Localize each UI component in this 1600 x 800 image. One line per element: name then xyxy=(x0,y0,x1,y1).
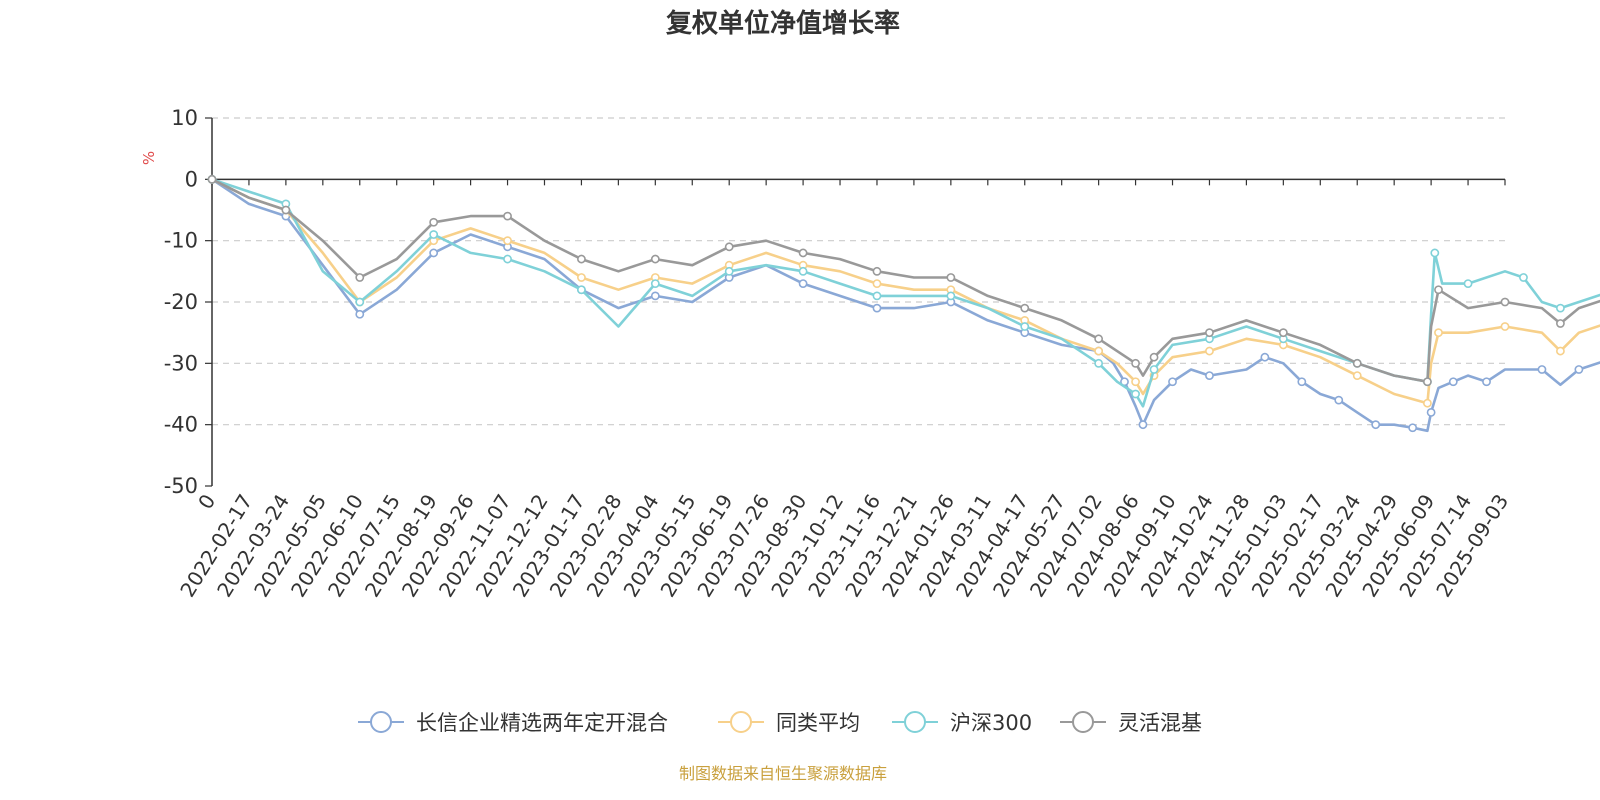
data-point[interactable] xyxy=(1020,303,1030,313)
data-point[interactable] xyxy=(1434,328,1443,338)
data-point[interactable] xyxy=(1094,346,1104,356)
data-point[interactable] xyxy=(1334,395,1344,405)
data-point[interactable] xyxy=(1352,358,1362,368)
data-point[interactable] xyxy=(946,273,956,282)
y-tick-label: -30 xyxy=(164,351,198,375)
y-axis-unit: % xyxy=(140,151,158,165)
legend-label: 沪深300 xyxy=(950,711,1032,735)
y-tick-label: 0 xyxy=(185,167,198,191)
x-tick-label: 0 xyxy=(193,490,220,514)
data-point[interactable] xyxy=(355,309,365,319)
chart-title: 复权单位净值增长率 xyxy=(666,8,900,39)
data-point[interactable] xyxy=(503,236,512,246)
data-point[interactable] xyxy=(1519,273,1528,282)
data-point[interactable] xyxy=(1430,248,1440,258)
data-point[interactable] xyxy=(503,254,512,264)
data-point[interactable] xyxy=(872,303,882,313)
data-point[interactable] xyxy=(650,279,660,288)
data-point[interactable] xyxy=(1131,358,1140,368)
data-point[interactable] xyxy=(1482,377,1491,387)
data-point[interactable] xyxy=(650,291,660,301)
data-point[interactable] xyxy=(1500,322,1510,331)
data-point[interactable] xyxy=(577,285,586,295)
data-point[interactable] xyxy=(355,297,365,307)
data-point[interactable] xyxy=(355,273,365,282)
data-point[interactable] xyxy=(1434,285,1443,295)
source-note: 制图数据来自恒生聚源数据库 xyxy=(679,764,887,783)
data-point[interactable] xyxy=(577,273,586,282)
legend-marker[interactable] xyxy=(730,711,752,733)
legend-label: 长信企业精选两年定开混合 xyxy=(416,711,668,735)
data-point[interactable] xyxy=(798,248,808,258)
data-point[interactable] xyxy=(207,174,217,184)
legend-label: 灵活混基 xyxy=(1118,711,1202,735)
data-point[interactable] xyxy=(1297,377,1307,387)
data-point[interactable] xyxy=(1149,352,1159,362)
data-point[interactable] xyxy=(577,254,586,264)
legend-label: 同类平均 xyxy=(776,711,860,735)
data-point[interactable] xyxy=(724,242,734,252)
series-line-4 xyxy=(211,178,1600,384)
data-point[interactable] xyxy=(281,205,291,215)
data-point[interactable] xyxy=(872,291,882,301)
data-point[interactable] xyxy=(872,279,882,288)
data-point[interactable] xyxy=(798,266,808,276)
data-point[interactable] xyxy=(872,266,882,276)
data-point[interactable] xyxy=(1260,352,1270,362)
data-point[interactable] xyxy=(1205,328,1214,338)
data-point[interactable] xyxy=(1463,279,1473,288)
data-point[interactable] xyxy=(1131,389,1140,399)
data-point[interactable] xyxy=(1131,377,1140,387)
y-tick-label: -20 xyxy=(164,290,198,314)
data-point[interactable] xyxy=(1205,346,1214,356)
data-point[interactable] xyxy=(1168,377,1177,387)
data-point[interactable] xyxy=(1556,303,1565,313)
data-point[interactable] xyxy=(1423,398,1432,408)
data-point[interactable] xyxy=(1094,358,1104,368)
y-tick-label: 10 xyxy=(171,106,198,130)
data-point[interactable] xyxy=(1278,328,1288,338)
data-point[interactable] xyxy=(1556,346,1565,356)
data-point[interactable] xyxy=(1500,297,1510,307)
series-line-1 xyxy=(211,178,1600,433)
series-line-2 xyxy=(211,178,1600,405)
data-point[interactable] xyxy=(1371,420,1381,430)
data-point[interactable] xyxy=(1537,365,1547,374)
y-tick-label: -10 xyxy=(164,229,198,253)
data-point[interactable] xyxy=(1574,365,1584,374)
data-point[interactable] xyxy=(1426,407,1436,417)
data-point[interactable] xyxy=(429,217,439,227)
data-point[interactable] xyxy=(1423,377,1432,387)
data-point[interactable] xyxy=(1352,371,1362,380)
data-point[interactable] xyxy=(1138,420,1148,430)
data-point[interactable] xyxy=(503,211,512,221)
data-point[interactable] xyxy=(798,279,808,288)
data-point[interactable] xyxy=(650,254,660,264)
y-tick-label: -40 xyxy=(164,413,198,437)
data-point[interactable] xyxy=(429,248,439,258)
data-point[interactable] xyxy=(946,291,956,301)
data-point[interactable] xyxy=(1149,365,1159,374)
series-line-3 xyxy=(211,178,1600,408)
legend-marker[interactable] xyxy=(370,711,392,733)
data-point[interactable] xyxy=(724,266,734,276)
data-point[interactable] xyxy=(1408,423,1418,433)
data-point[interactable] xyxy=(1448,377,1458,387)
data-point[interactable] xyxy=(1556,319,1565,328)
legend-marker[interactable] xyxy=(1072,711,1094,733)
data-point[interactable] xyxy=(1094,334,1104,344)
y-tick-label: -50 xyxy=(164,474,198,498)
data-point[interactable] xyxy=(1205,371,1214,380)
legend-marker[interactable] xyxy=(904,711,926,733)
data-point[interactable] xyxy=(429,230,439,239)
data-point[interactable] xyxy=(1020,322,1030,331)
